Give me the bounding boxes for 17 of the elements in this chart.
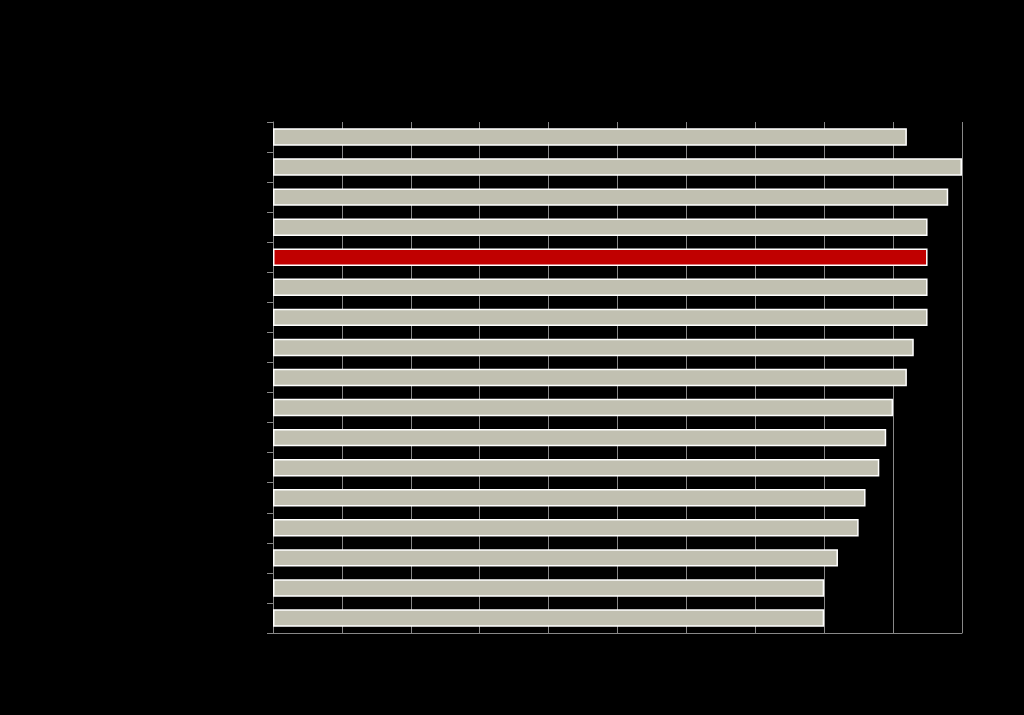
- bar: [273, 519, 859, 537]
- bar: [273, 609, 825, 627]
- bar: [273, 338, 914, 357]
- bar: [273, 549, 838, 567]
- bar: [273, 308, 928, 327]
- bar: [273, 428, 887, 447]
- bar: [273, 579, 825, 597]
- bar: [273, 248, 928, 266]
- bar: [273, 158, 962, 176]
- bar: [273, 218, 928, 236]
- bar: [273, 278, 928, 297]
- bar: [273, 489, 866, 507]
- bar: [273, 368, 907, 387]
- bar: [273, 188, 949, 206]
- bar: [273, 128, 907, 146]
- bar: [273, 398, 894, 417]
- bar: [273, 458, 880, 477]
